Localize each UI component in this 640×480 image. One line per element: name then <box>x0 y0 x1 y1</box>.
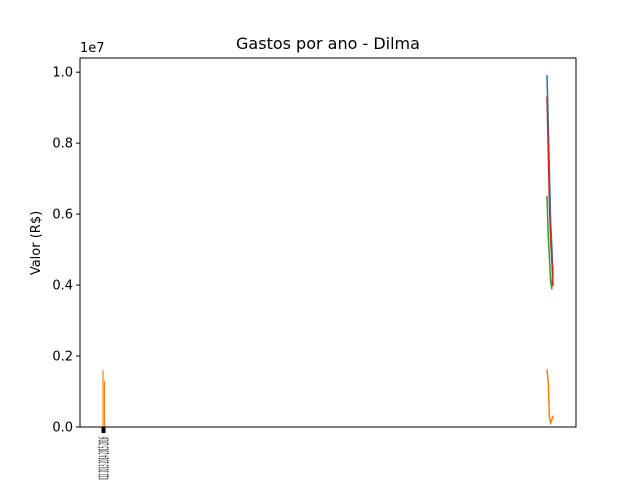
y-axis-label: Valor (R$) <box>29 211 44 275</box>
data-point <box>549 280 552 283</box>
data-point <box>547 149 549 152</box>
y-axis-offset-text: 1e7 <box>80 41 105 56</box>
y-tick-label: 0.6 <box>52 208 73 223</box>
data-point <box>551 259 553 262</box>
y-axis-ticks: 0.0 0.2 0.4 0.6 0.8 1.0 <box>52 66 80 436</box>
data-point <box>546 74 548 77</box>
data-point <box>549 238 552 240</box>
y-tick-label: 1.0 <box>52 66 73 81</box>
plot-series <box>102 74 554 427</box>
data-point <box>548 202 551 205</box>
x-axis-ticks: 2011 2012 2013 2014 2015 2016 <box>98 427 113 480</box>
chart-title: Gastos por ano - Dilma <box>236 34 420 53</box>
series-line-3 <box>546 97 554 286</box>
data-point <box>546 369 548 372</box>
data-point <box>548 255 551 258</box>
data-point <box>552 284 554 286</box>
data-point <box>548 415 551 418</box>
x-tick-marks <box>101 427 106 433</box>
y-tick-label: 0.0 <box>52 421 73 436</box>
data-point <box>546 96 548 98</box>
data-point <box>552 415 554 418</box>
series-line-1 <box>546 370 554 425</box>
series-line-2 <box>546 196 554 290</box>
y-tick-label: 0.4 <box>52 279 73 294</box>
y-tick-label: 0.2 <box>52 350 73 365</box>
data-point <box>547 234 549 237</box>
y-tick-label: 0.8 <box>52 137 73 152</box>
data-point <box>549 422 552 425</box>
data-point <box>551 419 553 421</box>
plot-area-frame <box>79 57 577 428</box>
x-tick-labels: 2011 2012 2013 2014 2015 2016 <box>98 437 113 480</box>
data-point <box>547 380 549 382</box>
data-point <box>551 287 553 290</box>
data-point <box>546 195 548 198</box>
